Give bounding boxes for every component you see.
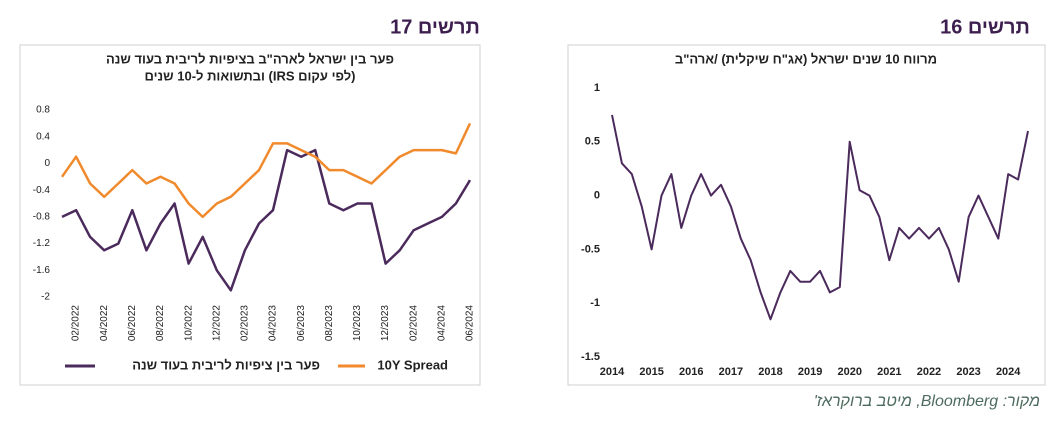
y-tick-label: 0 (44, 158, 50, 169)
source: מקור: Bloomberg, מיטב ברוקראז' (814, 393, 1040, 410)
x-tick-label: 12/2022 (211, 305, 222, 342)
chart-title: (לפי עקום IRS) ובתשואות ל-10 שנים (145, 68, 356, 83)
heading: תרשים 17 (390, 16, 480, 38)
x-tick-label: 08/2023 (324, 305, 335, 342)
y-tick-label: -1.5 (581, 351, 600, 363)
y-tick-label: -1 (590, 297, 600, 309)
y-tick-label: -1.2 (33, 238, 51, 249)
x-tick-label: 04/2024 (437, 305, 448, 342)
y-tick-label: 0.5 (585, 136, 600, 148)
y-tick-label: -0.4 (33, 185, 51, 196)
x-tick-label: 2018 (758, 366, 782, 378)
y-tick-label: -2 (41, 292, 50, 303)
panel (567, 44, 1046, 386)
y-tick-label: 0 (594, 190, 600, 202)
y-tick-label: -1.6 (33, 265, 51, 276)
x-tick-label: 2020 (837, 366, 861, 378)
x-tick-label: 06/2023 (296, 305, 307, 342)
x-tick-label: 06/2024 (465, 305, 476, 342)
x-tick-label: 2015 (639, 366, 663, 378)
panel (19, 44, 481, 386)
x-tick-label: 02/2022 (71, 305, 82, 342)
x-tick-label: 02/2024 (408, 305, 419, 342)
y-tick-label: 0.8 (36, 105, 50, 116)
line-series (611, 114, 1029, 321)
x-tick-label: 04/2022 (99, 305, 110, 342)
x-tick-label: 2023 (956, 366, 980, 378)
line-series (60, 122, 472, 219)
x-tick-label: 06/2022 (127, 305, 138, 342)
heading: תרשים 16 (940, 16, 1030, 38)
line-series (61, 148, 472, 292)
x-tick-label: 2016 (679, 366, 703, 378)
y-tick-label: -0.8 (33, 211, 51, 222)
legend-label: 10Y Spread (377, 357, 448, 372)
x-tick-label: 08/2022 (155, 305, 166, 342)
x-tick-label: 04/2023 (268, 305, 279, 342)
x-tick-label: 10/2023 (352, 305, 363, 342)
x-tick-label: 02/2023 (240, 305, 251, 342)
chart-title: פער בין ישראל לארה"ב בציפיות לריבית בעוד… (106, 51, 394, 66)
x-tick-label: 2014 (600, 366, 625, 378)
x-tick-label: 2017 (719, 366, 743, 378)
x-tick-label: 2021 (877, 366, 901, 378)
chart-title: מרווח 10 שנים ישראל (אג"ח שיקלית) /ארה"ב (675, 51, 937, 66)
y-tick-label: 1 (594, 82, 600, 94)
x-tick-label: 10/2022 (183, 305, 194, 342)
x-tick-label: 2022 (917, 366, 941, 378)
y-tick-label: -0.5 (581, 243, 600, 255)
x-tick-label: 12/2023 (380, 305, 391, 342)
y-tick-label: 0.4 (36, 131, 50, 142)
legend-label: פער בין ציפיות לריבית בעוד שנה (132, 357, 320, 372)
x-tick-label: 2024 (996, 366, 1021, 378)
x-tick-label: 2019 (798, 366, 822, 378)
